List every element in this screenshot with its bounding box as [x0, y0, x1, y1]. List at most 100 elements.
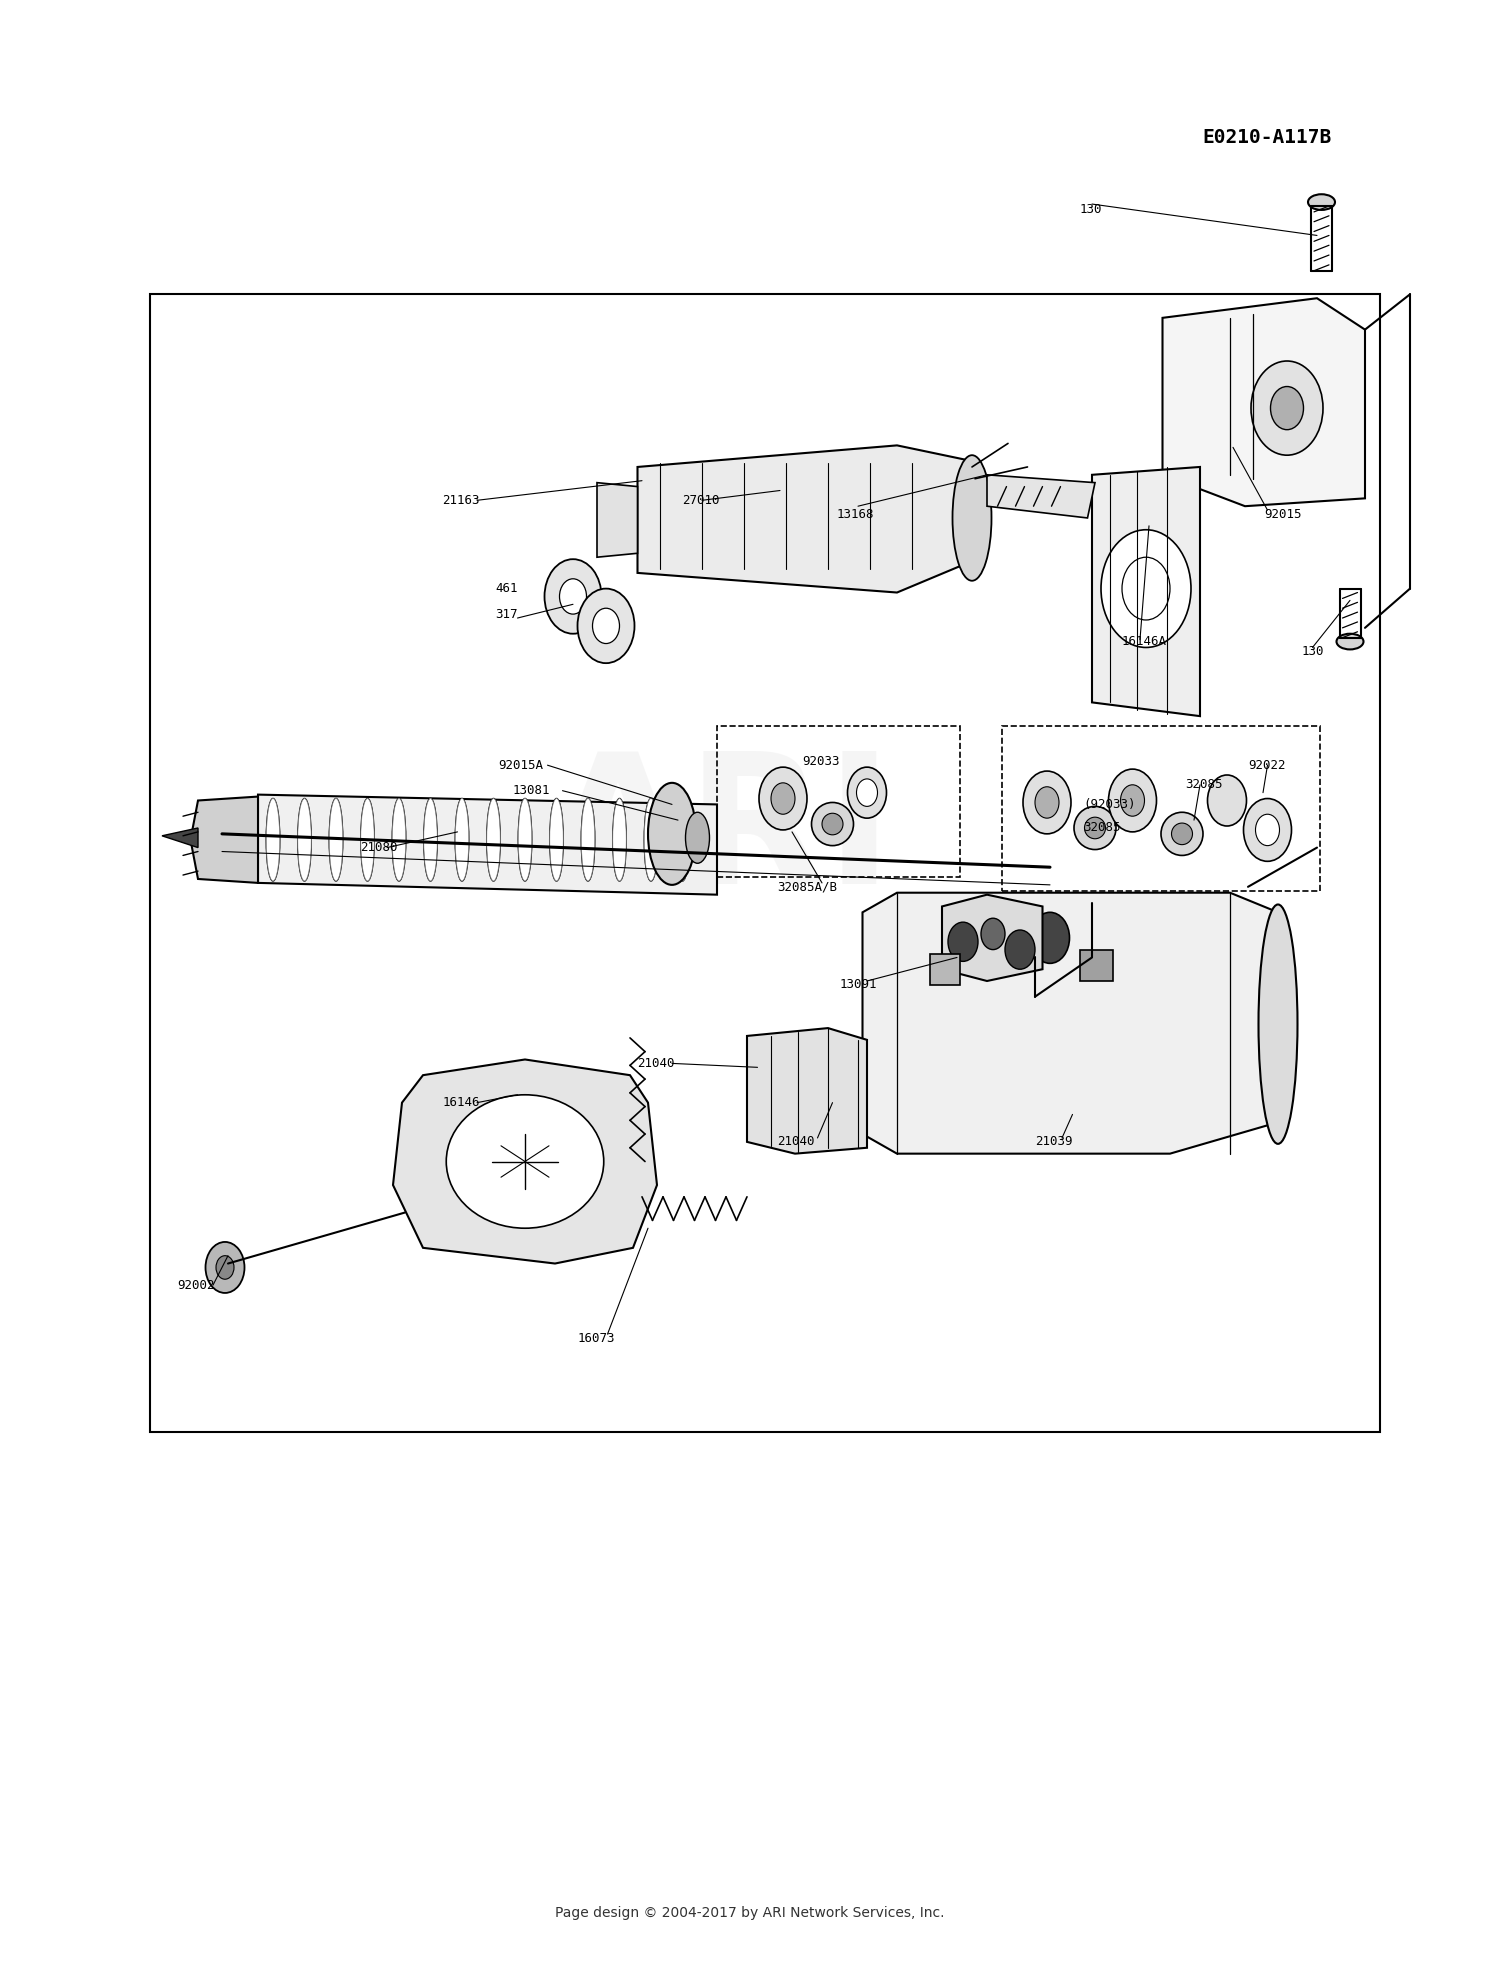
Ellipse shape — [297, 799, 312, 881]
Text: 13081: 13081 — [513, 785, 550, 797]
Ellipse shape — [812, 802, 853, 846]
Polygon shape — [393, 1059, 657, 1264]
Circle shape — [544, 559, 602, 634]
Ellipse shape — [645, 799, 657, 881]
Circle shape — [1244, 799, 1292, 861]
Ellipse shape — [1258, 904, 1298, 1144]
Text: 92022: 92022 — [1248, 759, 1286, 771]
Ellipse shape — [1161, 812, 1203, 855]
Text: 21039: 21039 — [1035, 1136, 1072, 1148]
Ellipse shape — [424, 799, 438, 881]
Bar — [717, 726, 960, 877]
Circle shape — [1208, 775, 1246, 826]
Circle shape — [847, 767, 886, 818]
Circle shape — [759, 767, 807, 830]
Text: 92002: 92002 — [177, 1279, 214, 1291]
Text: 461: 461 — [495, 583, 517, 594]
Text: 16146: 16146 — [442, 1097, 480, 1109]
Text: 27010: 27010 — [682, 494, 720, 506]
Text: 32085: 32085 — [1185, 779, 1222, 791]
Circle shape — [1120, 785, 1144, 816]
Text: ARI: ARI — [548, 746, 892, 922]
Ellipse shape — [1074, 806, 1116, 850]
Text: 21040: 21040 — [777, 1136, 814, 1148]
Bar — [1002, 726, 1320, 891]
Bar — [150, 294, 1380, 1432]
Text: 16146A: 16146A — [1122, 636, 1167, 647]
Ellipse shape — [582, 799, 594, 881]
Ellipse shape — [1172, 824, 1192, 844]
Ellipse shape — [447, 1095, 603, 1228]
Text: 130: 130 — [1302, 645, 1324, 657]
Circle shape — [856, 779, 877, 806]
Circle shape — [771, 783, 795, 814]
Ellipse shape — [519, 799, 531, 881]
Polygon shape — [190, 797, 258, 883]
Circle shape — [1035, 787, 1059, 818]
Circle shape — [948, 922, 978, 961]
Ellipse shape — [360, 799, 375, 881]
Circle shape — [1108, 769, 1156, 832]
Circle shape — [1270, 387, 1304, 430]
Text: 130: 130 — [1080, 204, 1102, 216]
Text: 92015A: 92015A — [498, 759, 543, 771]
Bar — [930, 954, 960, 985]
Text: 21040: 21040 — [638, 1058, 675, 1069]
Text: E0210-A117B: E0210-A117B — [1203, 128, 1332, 147]
Circle shape — [981, 918, 1005, 950]
Ellipse shape — [267, 799, 279, 881]
Text: 32085: 32085 — [1083, 822, 1120, 834]
Circle shape — [1122, 557, 1170, 620]
Ellipse shape — [393, 799, 405, 881]
Text: 13091: 13091 — [840, 979, 878, 991]
Ellipse shape — [612, 799, 627, 881]
Bar — [1080, 950, 1113, 981]
Text: 13168: 13168 — [837, 508, 874, 520]
Ellipse shape — [486, 799, 500, 881]
Ellipse shape — [267, 799, 279, 881]
Polygon shape — [987, 475, 1095, 518]
Polygon shape — [162, 828, 198, 848]
Circle shape — [1005, 930, 1035, 969]
Circle shape — [592, 608, 619, 644]
Text: Page design © 2004-2017 by ARI Network Services, Inc.: Page design © 2004-2017 by ARI Network S… — [555, 1905, 945, 1921]
Circle shape — [578, 589, 634, 663]
Text: 16073: 16073 — [578, 1332, 615, 1344]
Ellipse shape — [330, 799, 342, 881]
Ellipse shape — [645, 799, 657, 881]
Text: (92033): (92033) — [1083, 799, 1136, 810]
Text: 317: 317 — [495, 608, 517, 620]
Polygon shape — [747, 1028, 867, 1154]
Circle shape — [1251, 361, 1323, 455]
Ellipse shape — [675, 799, 688, 881]
Text: 21080: 21080 — [360, 842, 398, 853]
Polygon shape — [258, 795, 717, 895]
Circle shape — [1101, 530, 1191, 647]
Polygon shape — [862, 893, 1278, 1154]
Ellipse shape — [582, 799, 594, 881]
Ellipse shape — [519, 799, 531, 881]
Ellipse shape — [456, 799, 468, 881]
Ellipse shape — [1336, 634, 1364, 649]
Ellipse shape — [1308, 194, 1335, 210]
Ellipse shape — [675, 799, 688, 881]
Text: 32085A/B: 32085A/B — [777, 881, 837, 893]
Ellipse shape — [486, 799, 500, 881]
Ellipse shape — [1084, 818, 1106, 840]
Ellipse shape — [612, 799, 627, 881]
Ellipse shape — [360, 799, 375, 881]
Polygon shape — [1092, 467, 1200, 716]
Circle shape — [1023, 771, 1071, 834]
Polygon shape — [597, 483, 638, 557]
Circle shape — [216, 1256, 234, 1279]
Text: 92033: 92033 — [802, 755, 840, 767]
Ellipse shape — [297, 799, 312, 881]
Text: 21163: 21163 — [442, 494, 480, 506]
Ellipse shape — [549, 799, 564, 881]
Ellipse shape — [648, 783, 696, 885]
Circle shape — [1256, 814, 1280, 846]
Ellipse shape — [822, 814, 843, 836]
Ellipse shape — [952, 455, 992, 581]
Ellipse shape — [393, 799, 405, 881]
Polygon shape — [638, 445, 972, 593]
